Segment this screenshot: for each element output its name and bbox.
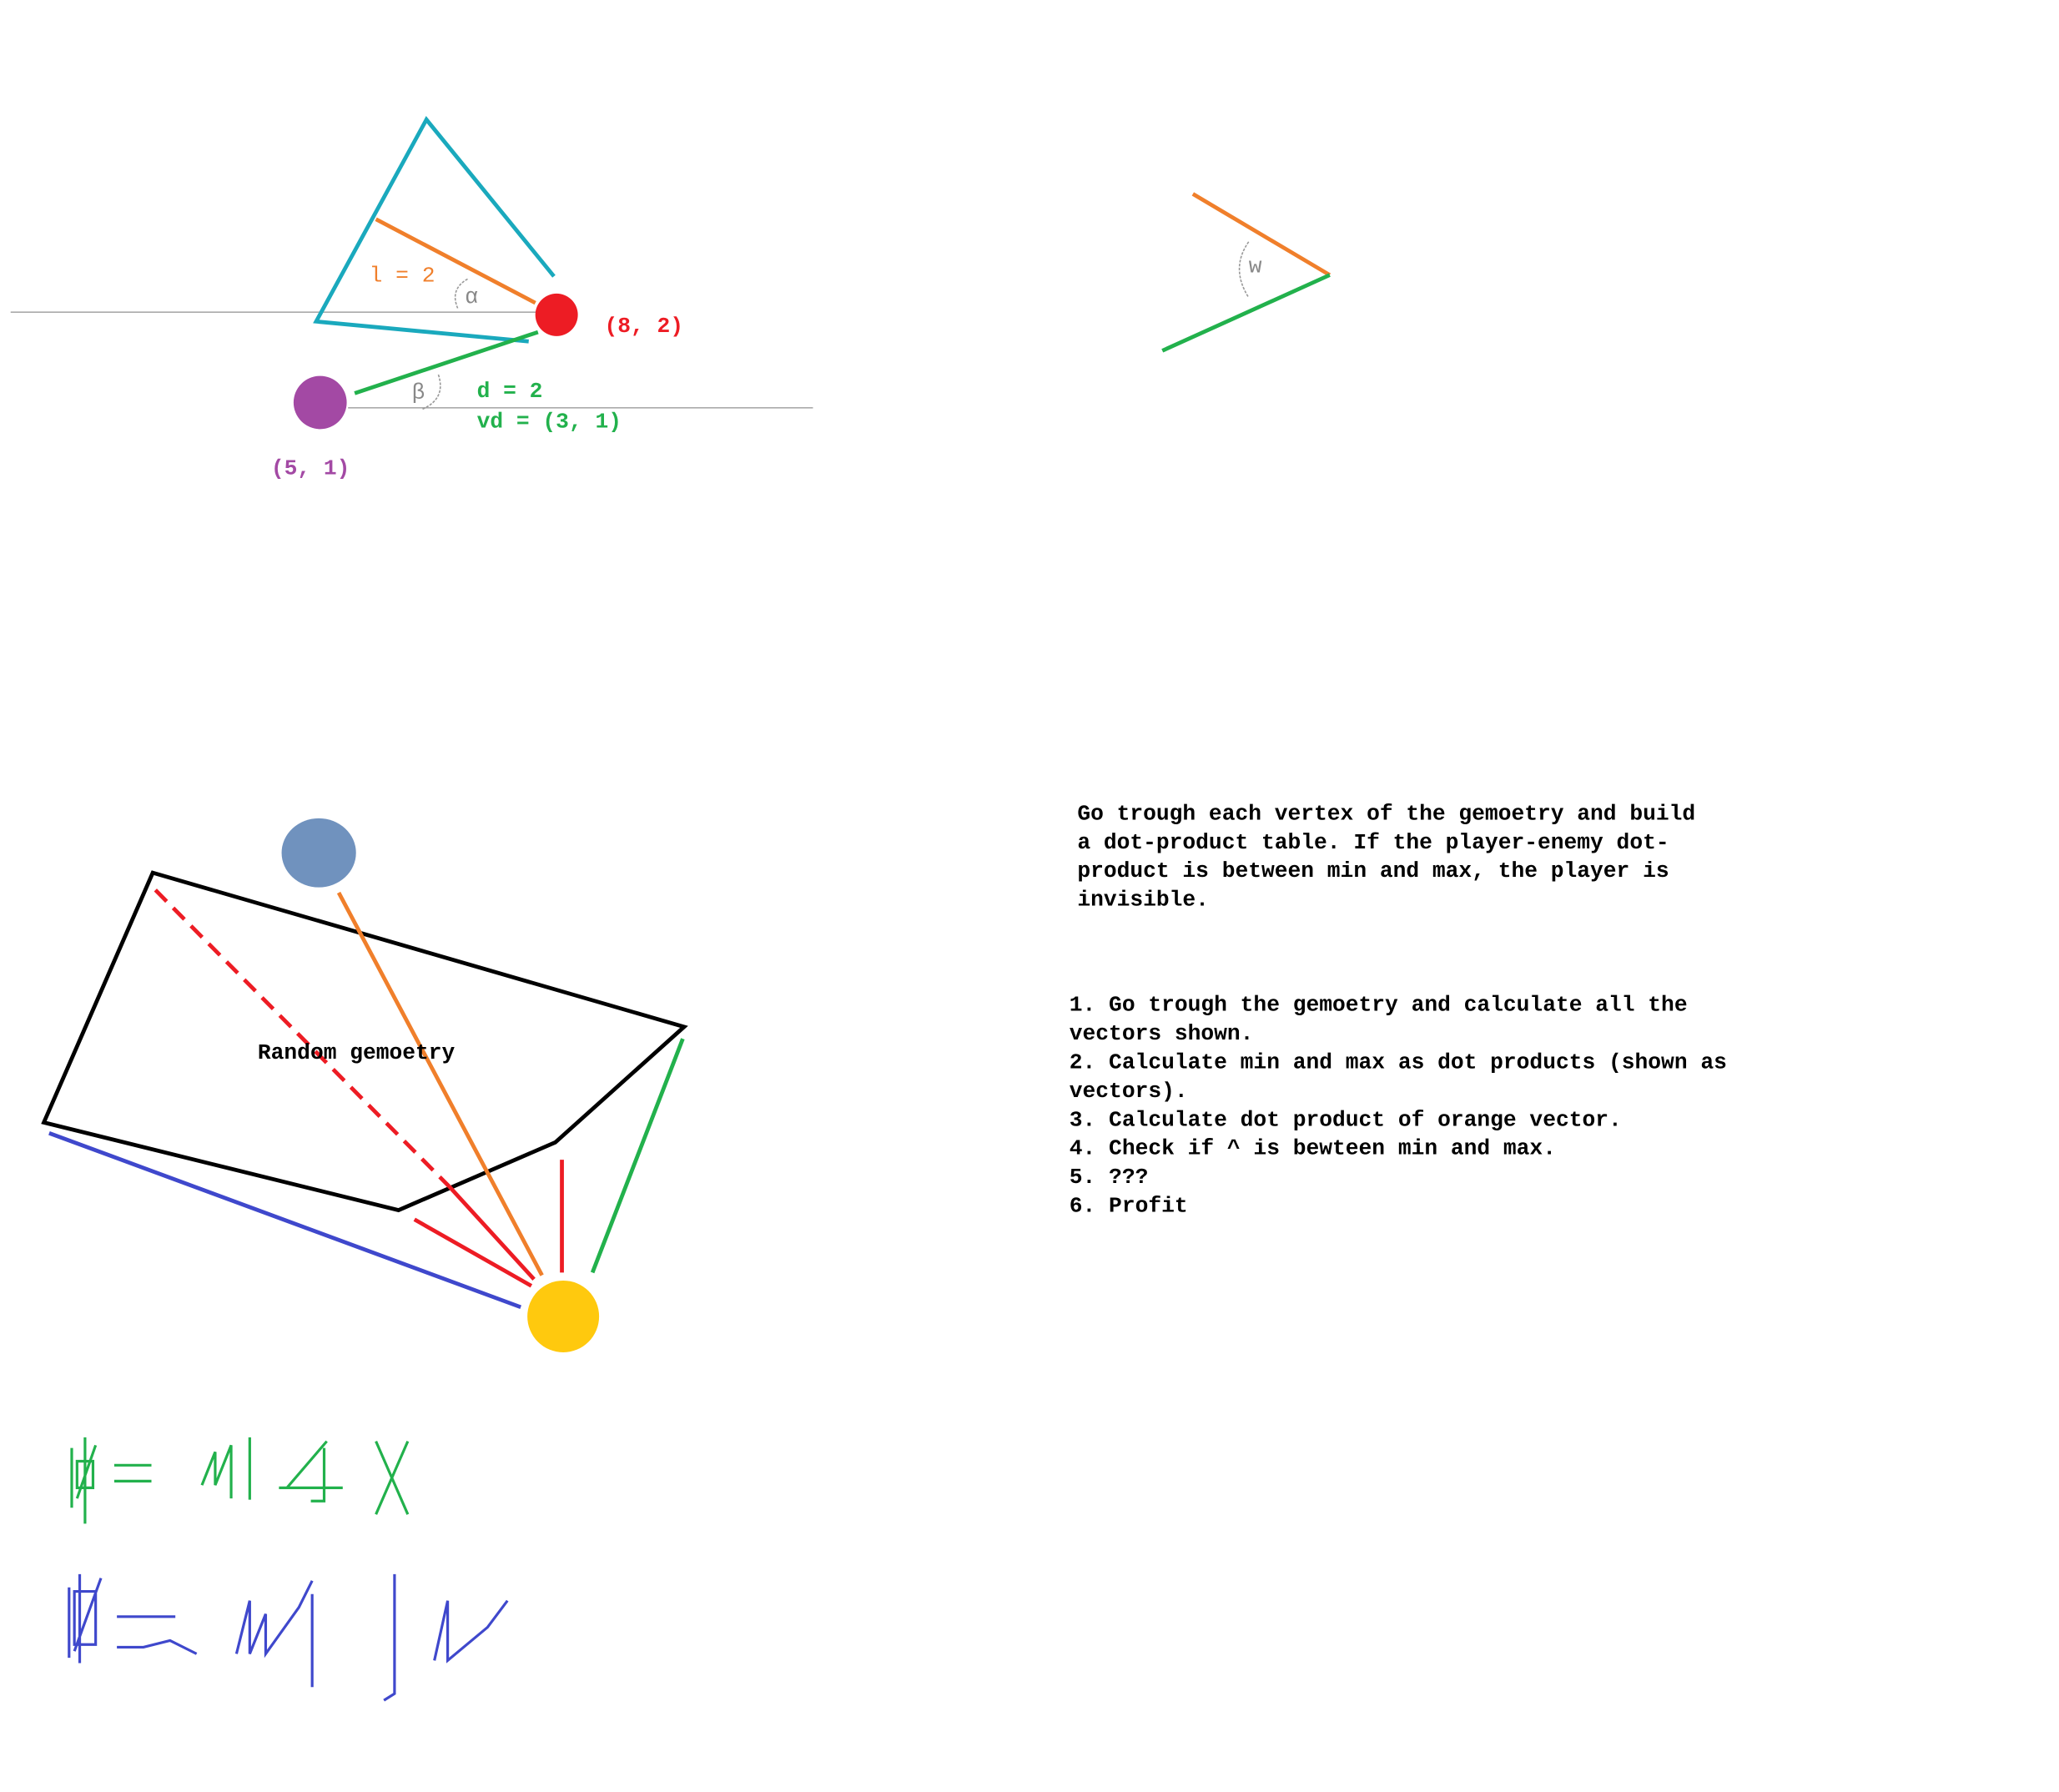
dashed-vector bbox=[154, 888, 451, 1188]
alpha-arc bbox=[454, 278, 468, 310]
step-line: 2. Calculate min and max as dot products… bbox=[1070, 1050, 1727, 1075]
min-vector bbox=[48, 1130, 521, 1310]
orange-ray bbox=[1191, 192, 1332, 277]
min-scribble bbox=[68, 1573, 509, 1702]
w-arc bbox=[1238, 241, 1250, 299]
description-line: Go trough each vertex of the gemoetry an… bbox=[1077, 801, 1695, 826]
step-line: vectors). bbox=[1070, 1079, 1188, 1104]
orange-vector bbox=[375, 217, 536, 305]
max-scribble bbox=[70, 1437, 410, 1524]
red-vector bbox=[413, 1217, 533, 1288]
step-line: 5. ??? bbox=[1070, 1165, 1149, 1190]
player bbox=[527, 1280, 600, 1352]
player bbox=[293, 375, 347, 430]
enemy-position: (8, 2) bbox=[604, 314, 683, 339]
green-ray bbox=[1161, 273, 1331, 353]
geometry bbox=[41, 870, 688, 1213]
beta-label: β bbox=[412, 380, 425, 405]
length-label: l = 2 bbox=[370, 264, 435, 289]
step-line: vectors shown. bbox=[1070, 1021, 1254, 1046]
step-line: 4. Check if ^ is bewteen min and max. bbox=[1070, 1136, 1556, 1161]
description-line: a dot-product table. If the player-enemy… bbox=[1077, 830, 1669, 855]
angle-label: w bbox=[1249, 254, 1262, 279]
step-line: 6. Profit bbox=[1070, 1193, 1188, 1218]
description-line: product is between min and max, the play… bbox=[1077, 858, 1669, 883]
alpha-label: α bbox=[465, 284, 478, 310]
step-line: 1. Go trough the gemoetry and calculate … bbox=[1070, 993, 1688, 1018]
max-vector bbox=[590, 1038, 685, 1274]
view-cone bbox=[313, 116, 556, 344]
step-line: 3. Calculate dot product of orange vecto… bbox=[1070, 1107, 1622, 1132]
enemy bbox=[535, 293, 578, 336]
green-vector bbox=[354, 330, 539, 395]
vector-label: vd = (3, 1) bbox=[477, 410, 622, 435]
enemy bbox=[281, 818, 356, 888]
description-line: invisible. bbox=[1077, 888, 1209, 913]
distance-label: d = 2 bbox=[477, 379, 543, 404]
beta-arc bbox=[422, 374, 441, 410]
geometry-label: Random gemoetry bbox=[258, 1040, 456, 1065]
orange-vector bbox=[336, 891, 544, 1276]
player-position: (5, 1) bbox=[271, 456, 350, 481]
red-vector bbox=[447, 1185, 536, 1281]
